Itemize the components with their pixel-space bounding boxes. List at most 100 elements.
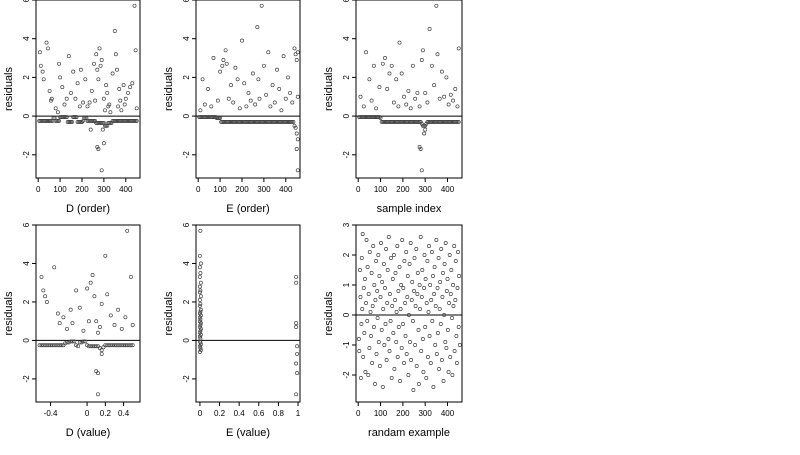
y-tick-label: -1 <box>342 341 351 349</box>
x-tick-label: 0 <box>356 409 361 418</box>
data-point <box>74 115 79 120</box>
data-point <box>244 104 249 109</box>
x-axis-title: randam example <box>368 427 450 439</box>
data-point <box>456 250 460 254</box>
data-point <box>43 294 48 299</box>
y-axis-title: residuals <box>3 291 15 336</box>
data-point <box>233 65 238 70</box>
data-point <box>198 326 203 331</box>
data-point <box>86 344 91 349</box>
data-point <box>197 319 202 324</box>
x-tick-label: 400 <box>441 185 455 194</box>
data-point <box>375 289 380 293</box>
data-point <box>394 340 399 344</box>
y-axis-title: residuals <box>323 66 335 111</box>
data-point <box>420 123 425 128</box>
data-point <box>103 108 107 113</box>
data-point <box>369 334 373 338</box>
data-point <box>272 100 277 105</box>
data-point <box>439 247 444 251</box>
data-point <box>456 46 461 51</box>
data-point <box>380 61 385 66</box>
data-point <box>428 361 433 365</box>
data-point <box>292 123 297 128</box>
data-point <box>396 325 401 329</box>
data-point <box>453 259 458 263</box>
data-point <box>404 102 409 107</box>
data-point <box>94 52 99 57</box>
data-point <box>97 346 102 351</box>
data-point <box>48 98 53 103</box>
data-point <box>292 46 297 51</box>
y-axis-title: residuals <box>3 66 15 111</box>
data-point <box>125 228 130 233</box>
data-point <box>450 316 454 320</box>
data-point <box>105 90 110 95</box>
data-point <box>387 71 392 76</box>
data-point <box>390 277 395 281</box>
data-point <box>367 346 372 350</box>
data-point <box>48 343 53 348</box>
data-point <box>412 256 417 260</box>
data-point <box>94 369 99 374</box>
data-point <box>61 315 66 320</box>
data-point <box>413 343 418 347</box>
data-point <box>444 346 449 350</box>
data-point <box>450 373 455 377</box>
data-point <box>250 71 255 76</box>
data-point <box>294 325 299 329</box>
data-point <box>442 313 447 317</box>
data-point <box>454 361 459 365</box>
data-point <box>417 145 422 149</box>
data-point <box>383 286 387 290</box>
data-point <box>443 340 448 344</box>
data-point <box>41 288 46 293</box>
panel-1: 0 100 200 300 400 -2 0 2 4 6 D (order) residuals <box>3 0 141 215</box>
data-point <box>113 52 118 57</box>
data-point <box>54 343 59 348</box>
data-point <box>444 289 449 293</box>
data-point <box>94 319 99 324</box>
data-point <box>198 321 203 326</box>
data-points <box>197 3 300 173</box>
data-point <box>257 96 262 101</box>
x-tick-label: 400 <box>279 185 293 194</box>
plot-frame <box>35 0 141 179</box>
data-point <box>438 322 443 326</box>
data-point <box>406 313 411 317</box>
data-point <box>380 280 385 284</box>
data-point <box>414 247 419 251</box>
data-point <box>441 379 446 383</box>
data-point <box>389 63 394 68</box>
data-point <box>255 25 260 30</box>
data-point <box>49 96 54 101</box>
data-point <box>81 328 86 333</box>
data-point <box>403 301 408 305</box>
data-point <box>116 104 121 109</box>
data-point <box>424 121 429 126</box>
data-point <box>65 326 69 331</box>
x-tick-label: 100 <box>53 185 67 194</box>
data-point <box>379 328 384 332</box>
data-point <box>104 83 109 88</box>
data-point <box>396 289 401 293</box>
data-point <box>415 292 420 296</box>
data-point <box>86 319 91 324</box>
data-point <box>371 63 376 68</box>
data-point <box>58 75 63 80</box>
plot-frame <box>195 0 301 179</box>
data-point <box>198 340 203 345</box>
data-point <box>423 325 428 329</box>
data-point <box>119 108 124 113</box>
data-point <box>373 298 378 302</box>
data-point <box>41 343 46 348</box>
data-point <box>246 90 251 95</box>
data-point <box>369 271 374 275</box>
data-point <box>101 345 106 350</box>
data-point <box>226 96 231 101</box>
y-tick-label: 4 <box>182 36 191 41</box>
data-point <box>96 77 101 82</box>
data-point <box>240 38 244 43</box>
data-point <box>362 331 367 335</box>
data-point <box>65 340 69 345</box>
